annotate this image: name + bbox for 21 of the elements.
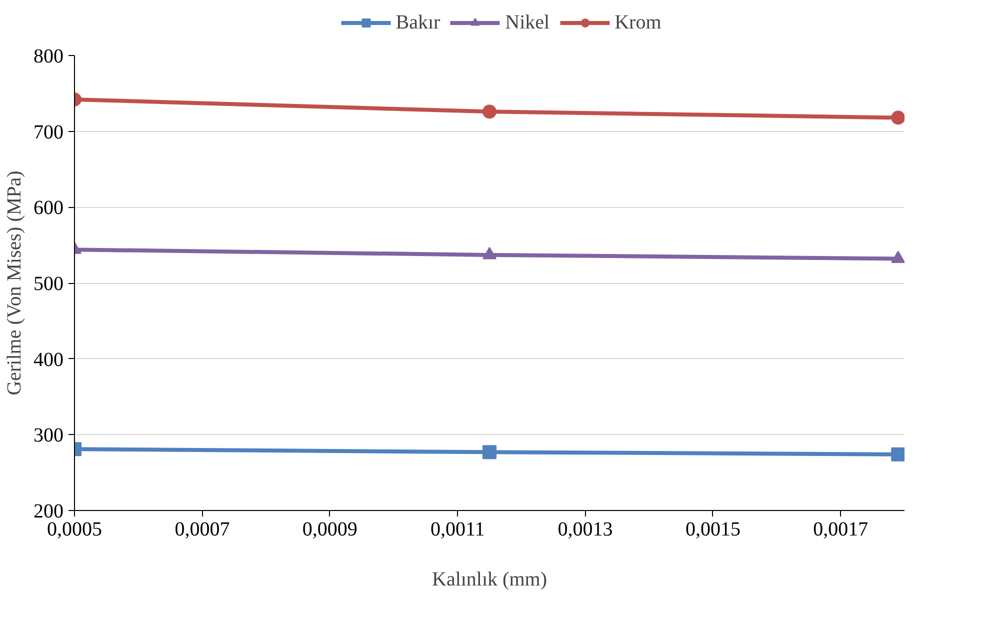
y-tick-label: 700 bbox=[34, 121, 64, 144]
y-axis-title: Gerilme (Von Mises) (MPa) bbox=[4, 170, 26, 396]
x-tick-label: 0,0017 bbox=[813, 518, 868, 540]
legend-label: Nikel bbox=[505, 11, 550, 34]
y-tick-label: 800 bbox=[34, 46, 64, 68]
x-tick-label: 0,0013 bbox=[558, 518, 613, 540]
point bbox=[891, 110, 904, 125]
x-tick-label: 0,0007 bbox=[174, 518, 230, 540]
x-axis-title: Kalınlık (mm) bbox=[432, 568, 547, 590]
y-tick-label: 400 bbox=[34, 348, 64, 371]
x-tick-label: 0,0011 bbox=[430, 518, 485, 540]
point bbox=[891, 447, 904, 462]
y-tick-label: 300 bbox=[34, 424, 64, 447]
point bbox=[482, 104, 496, 119]
x-tick-label: 0,0009 bbox=[302, 518, 358, 540]
y-tick-label: 600 bbox=[34, 197, 64, 220]
y-tick-label: 500 bbox=[34, 273, 64, 295]
legend-label: Bakır bbox=[396, 11, 440, 34]
point bbox=[482, 445, 496, 460]
legend-label: Krom bbox=[614, 11, 662, 34]
x-tick-label: 0,0015 bbox=[685, 518, 740, 540]
